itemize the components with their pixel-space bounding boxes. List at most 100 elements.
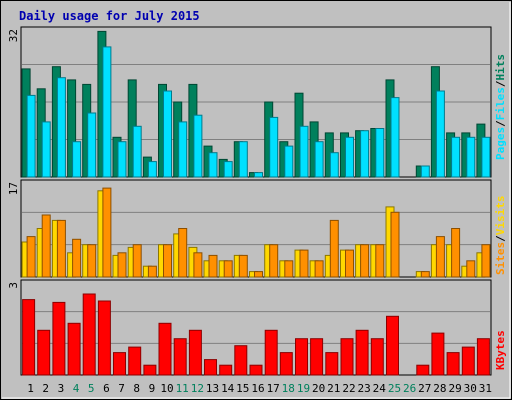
x-tick-label: 14 (221, 382, 235, 395)
bar-files-day-11 (178, 121, 188, 178)
bar-visits-day-bar (481, 244, 491, 278)
chart-title: Daily usage for July 2015 (19, 9, 200, 23)
bar-files-day-8 (132, 125, 142, 178)
bar-files-day-10 (163, 90, 172, 178)
bar-visits-day-bar (26, 236, 36, 278)
bar-files-day-16 (254, 172, 263, 178)
legend-kbytes: KBytes (494, 330, 507, 370)
bar-visits-day-bar (178, 228, 188, 278)
bar-kbytes-day-bar (173, 338, 187, 376)
bar-files-day-22 (345, 136, 354, 178)
x-tick-label: 30 (464, 382, 477, 395)
y-axis-max-label: 17 (7, 182, 20, 195)
bar-files-day-4 (72, 141, 82, 178)
bar-visits-day-bar (193, 252, 203, 278)
bar-files-day-19 (299, 125, 309, 178)
bar-files-day-15 (238, 141, 248, 178)
bar-visits-day-bar (269, 244, 279, 278)
x-tick-label: 27 (418, 382, 431, 395)
bar-visits-day-bar (420, 271, 430, 278)
bar-visits-day-bar (284, 260, 294, 278)
bar-kbytes-day-bar (249, 364, 263, 376)
bar-visits-day-bar (117, 252, 127, 278)
bar-files-day-31 (481, 136, 491, 178)
x-tick-label: 4 (73, 382, 80, 395)
bar-files-day-13 (208, 152, 218, 178)
x-tick-label: 17 (267, 382, 280, 395)
bar-visits-day-bar (390, 211, 400, 278)
bar-visits-day-bar (41, 214, 51, 278)
bar-visits-day-bar (56, 219, 66, 278)
bar-files-day-20 (314, 141, 324, 178)
x-tick-label: 12 (191, 382, 204, 395)
legend-panel-1: Sites/Visits (494, 196, 507, 276)
legend-separator: / (494, 235, 507, 242)
x-tick-label: 11 (176, 382, 189, 395)
bar-visits-day-bar (132, 244, 142, 278)
bar-kbytes-day-bar (340, 338, 354, 376)
bar-kbytes-day-bar (82, 293, 96, 376)
bar-visits-day-bar (238, 254, 248, 278)
bar-visits-day-bar (254, 271, 263, 278)
chart-panel-2: 3 (7, 279, 492, 376)
bar-files-day-3 (56, 77, 66, 178)
bar-files-day-30 (466, 136, 476, 178)
bar-kbytes-day-bar (325, 352, 339, 376)
legend-pages: Pages (494, 127, 507, 160)
bar-visits-day-bar (375, 244, 385, 278)
bar-hits-day-4 (67, 79, 77, 178)
bar-kbytes-day-bar (52, 301, 66, 376)
x-tick-label: 8 (133, 382, 140, 395)
chart-panel-1: 17 (7, 179, 492, 278)
bar-files-day-28 (435, 90, 445, 178)
chart-panel-0: 32 (7, 26, 492, 178)
bar-files-day-21 (329, 152, 339, 178)
legend-visits: Visits (494, 196, 507, 236)
x-tick-label: 5 (88, 382, 95, 395)
bar-kbytes-day-bar (113, 352, 126, 376)
bar-files-day-14 (223, 161, 233, 178)
bar-files-day-24 (375, 128, 385, 178)
y-axis-max-label: 32 (7, 29, 20, 42)
legend-hits: Hits (494, 54, 507, 81)
x-tick-label: 7 (118, 382, 125, 395)
bar-visits-day-bar (360, 244, 370, 278)
x-tick-label: 21 (327, 382, 340, 395)
bar-visits-day-bar (435, 236, 445, 278)
legend-panel-2: KBytes (494, 330, 507, 370)
bar-kbytes-day-bar (264, 329, 278, 376)
legend-separator: / (494, 80, 507, 87)
bar-files-day-18 (284, 145, 294, 178)
bar-kbytes-day-bar (219, 364, 233, 376)
x-tick-label: 26 (403, 382, 416, 395)
bar-visits-day-bar (299, 249, 309, 278)
bar-files-day-6 (102, 46, 112, 178)
x-tick-label: 9 (149, 382, 156, 395)
x-tick-label: 1 (27, 382, 34, 395)
bar-kbytes-day-bar (446, 352, 460, 376)
x-tick-label: 15 (236, 382, 249, 395)
bar-kbytes-day-bar (295, 338, 308, 376)
legend-sites: Sites (494, 242, 507, 275)
bar-kbytes-day-bar (67, 322, 81, 376)
bar-visits-day-bar (163, 244, 172, 278)
x-tick-label: 3 (58, 382, 65, 395)
bar-files-day-12 (193, 114, 203, 178)
bar-files-day-9 (147, 161, 157, 178)
bar-kbytes-day-bar (355, 329, 369, 376)
legend-separator: / (494, 120, 507, 127)
bar-files-day-29 (451, 136, 461, 178)
x-tick-label: 2 (42, 382, 49, 395)
x-tick-label: 23 (357, 382, 370, 395)
bar-files-day-25 (390, 97, 400, 178)
bar-kbytes-day-bar (370, 338, 384, 376)
bar-kbytes-day-bar (386, 315, 399, 376)
bar-files-day-5 (87, 112, 97, 178)
y-axis-max-label: 3 (7, 282, 20, 289)
x-tick-label: 28 (433, 382, 446, 395)
x-tick-label: 25 (388, 382, 401, 395)
bar-visits-day-bar (329, 219, 339, 278)
x-tick-label: 19 (297, 382, 310, 395)
bar-kbytes-day-bar (431, 332, 445, 376)
